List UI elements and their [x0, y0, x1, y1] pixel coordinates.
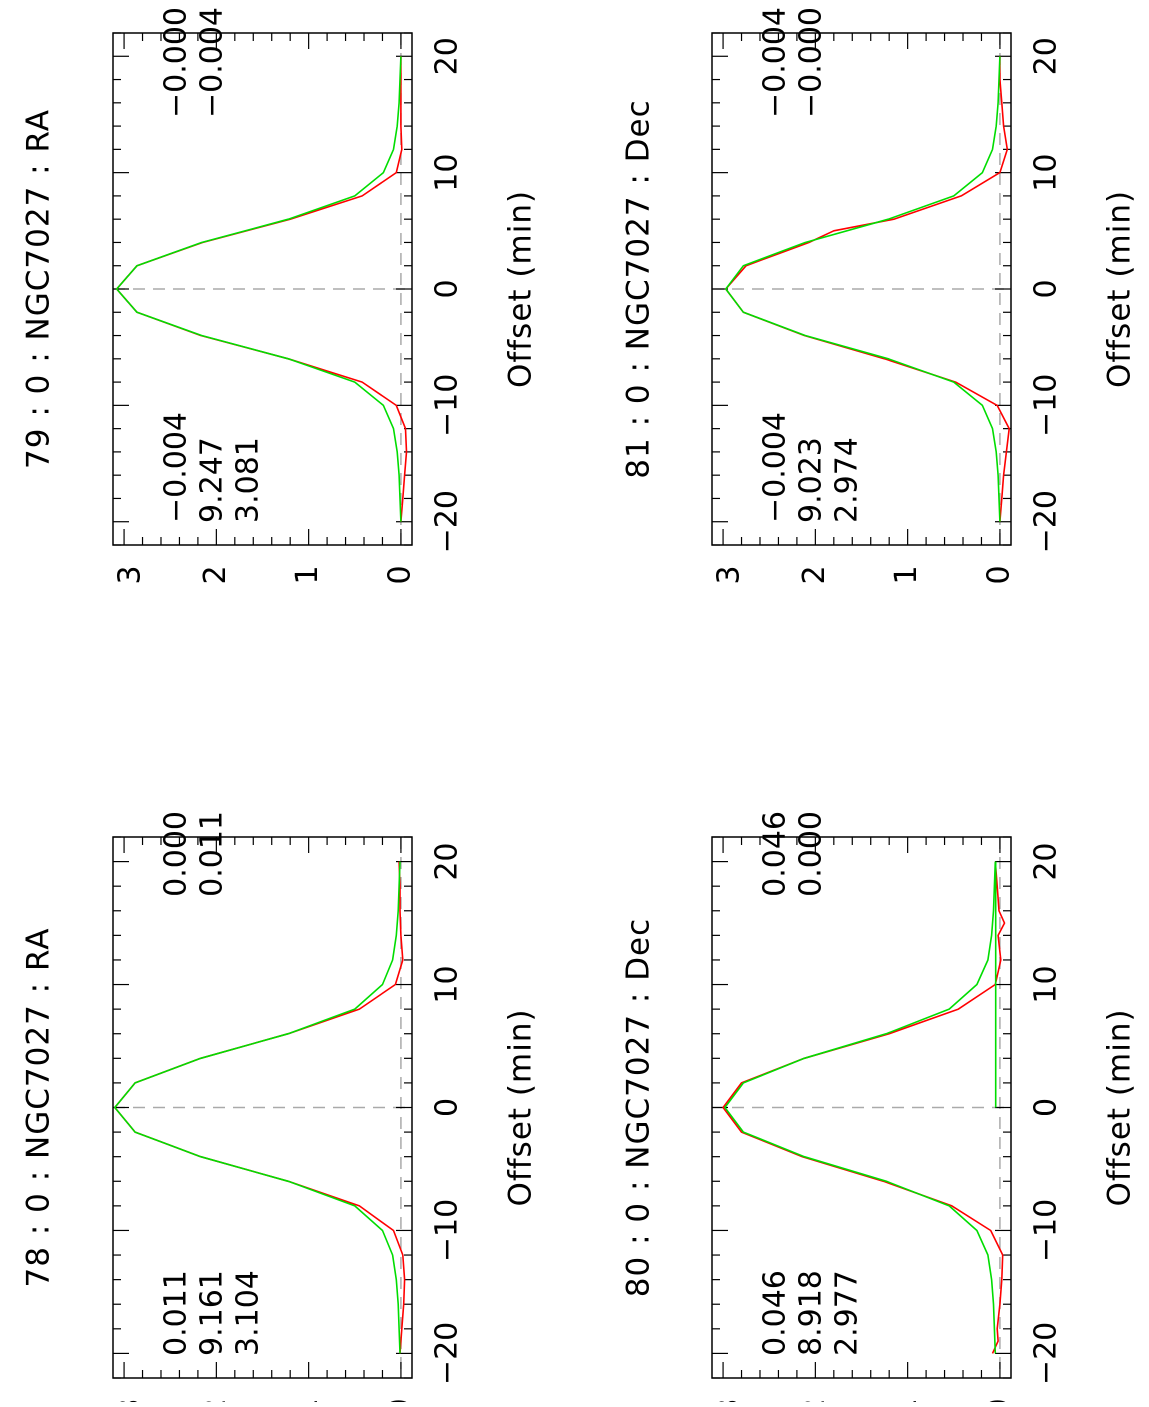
chart-title: 81 : 0 : NGC7027 : Dec [621, 99, 657, 478]
y-tick-label: 2 [797, 565, 832, 584]
fit-annotation-left: 8.918 [794, 1270, 829, 1356]
series-line-1 [724, 861, 997, 1354]
fit-annotation-left: 3.081 [231, 437, 266, 523]
series-line-0 [724, 56, 1011, 522]
x-axis-label: Offset (min) [503, 1008, 539, 1206]
y-tick-label: 0 [981, 565, 1016, 584]
y-tick-label: 1 [290, 1398, 325, 1402]
y-tick-label: 2 [198, 565, 233, 584]
fit-annotation-right: 0.011 [195, 811, 230, 897]
y-tick-label: 3 [712, 565, 747, 584]
x-tick-label: −20 [430, 490, 465, 553]
x-tick-label: −10 [430, 374, 465, 437]
x-axis-label: Offset (min) [1102, 1008, 1138, 1206]
fit-annotation-left: −0.004 [159, 412, 194, 523]
fit-annotation-left: −0.004 [758, 412, 793, 523]
x-axis-label: Offset (min) [1102, 190, 1138, 388]
x-tick-label: 0 [430, 279, 465, 298]
fit-annotation-left: 9.161 [195, 1270, 230, 1356]
x-tick-label: 10 [430, 965, 465, 1003]
x-axis-label: Offset (min) [503, 190, 539, 388]
y-tick-label: 1 [290, 565, 325, 584]
chart-panel-2: −20 −10 0 10 20 0 1 2 3 80 : 0 : NGC7027 : Dec Off… [621, 811, 1138, 1407]
x-tick-label: 20 [1029, 37, 1064, 75]
fit-annotation-right: −0.004 [195, 7, 230, 118]
fit-annotation-left: 2.977 [830, 1270, 865, 1356]
y-tick-label: 1 [889, 565, 924, 584]
x-tick-label: −20 [1029, 1322, 1064, 1385]
chart-panel-1: −20 −10 0 10 20 0 1 2 3 79 : 0 : NGC7027 : RA Offs… [21, 7, 539, 585]
y-tick-label: 0 [382, 565, 417, 584]
x-tick-label: 20 [430, 842, 465, 880]
y-tick-label: 0 [382, 1398, 417, 1402]
x-tick-label: 0 [1029, 1098, 1064, 1117]
x-tick-label: −10 [430, 1199, 465, 1262]
fit-annotation-left: 9.023 [794, 437, 829, 523]
x-tick-label: 0 [1029, 279, 1064, 298]
fit-annotation-right: −0.004 [758, 7, 793, 118]
y-tick-label: 0 [981, 1398, 1016, 1402]
fit-annotation-left: 0.011 [159, 1270, 194, 1356]
x-tick-label: 10 [430, 154, 465, 192]
chart-title: 78 : 0 : NGC7027 : RA [21, 928, 57, 1288]
fit-annotation-left: 0.046 [758, 1270, 793, 1356]
chart-panel-3: −20 −10 0 10 20 0 1 2 3 81 : 0 : NGC7027 : Dec Off… [621, 7, 1138, 585]
fit-annotation-left: 2.974 [830, 437, 865, 523]
series-line-1 [724, 56, 1001, 522]
y-tick-label: 3 [113, 565, 148, 584]
x-tick-label: 0 [430, 1098, 465, 1117]
fit-annotation-left: 9.247 [195, 437, 230, 523]
fit-annotation-right: −0.000 [794, 7, 829, 118]
fit-annotation-right: 0.000 [794, 811, 829, 897]
y-tick-label: 2 [198, 1398, 233, 1402]
series-line-0 [722, 861, 1006, 1354]
y-tick-label: 3 [712, 1398, 747, 1402]
y-tick-label: 3 [113, 1398, 148, 1402]
x-tick-label: 10 [1029, 154, 1064, 192]
fit-annotation-right: 0.046 [758, 811, 793, 897]
series-line-1 [115, 56, 402, 522]
fit-annotation-right: −0.000 [159, 7, 194, 118]
y-tick-label: 2 [797, 1398, 832, 1402]
fit-annotation-left: 3.104 [231, 1270, 266, 1356]
chart-panel-0: −20 −10 0 10 20 0 1 2 3 78 : 0 : NGC7027 : RA Offs… [21, 811, 539, 1407]
x-tick-label: 10 [1029, 965, 1064, 1003]
chart-title: 80 : 0 : NGC7027 : Dec [621, 918, 657, 1297]
x-tick-label: −20 [430, 1322, 465, 1385]
fit-annotation-right: 0.000 [159, 811, 194, 897]
x-tick-label: −20 [1029, 490, 1064, 553]
y-tick-label: 1 [889, 1398, 924, 1402]
series-line-1 [114, 861, 401, 1354]
x-tick-label: 20 [430, 37, 465, 75]
x-tick-label: −10 [1029, 1199, 1064, 1262]
x-tick-label: 20 [1029, 842, 1064, 880]
chart-title: 79 : 0 : NGC7027 : RA [21, 109, 57, 469]
x-tick-label: −10 [1029, 374, 1064, 437]
